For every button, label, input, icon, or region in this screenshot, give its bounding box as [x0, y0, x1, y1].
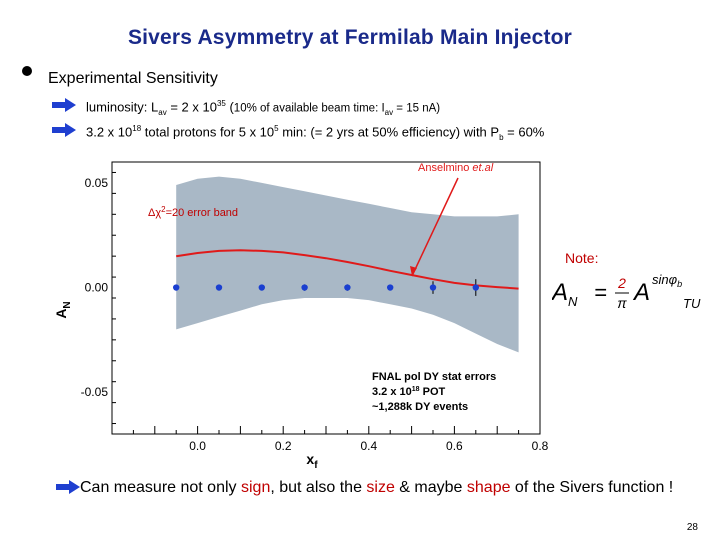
curve-legend-label: Anselmino et.al: [418, 162, 494, 174]
sivers-formula: AN = 2 π A sinφb TU: [552, 272, 701, 311]
stat-errors-annotation: FNAL pol DY stat errors 3.2 x 1018 POT ~…: [372, 371, 496, 413]
data-point: [387, 284, 394, 291]
page-number: 28: [686, 522, 698, 533]
conclusion-text: Can measure not only sign, but also the …: [80, 479, 674, 496]
anselmino-curve: [176, 249, 519, 290]
svg-text:~1,288k DY events: ~1,288k DY events: [372, 401, 468, 413]
slide-title: Sivers Asymmetry at Fermilab Main Inject…: [127, 26, 573, 49]
sivers-asymmetry-chart: 0.0 0.2 0.4 0.6 0.8 0.05 0.00 -0.05 Δχ2=20 erro…: [53, 161, 549, 470]
protons-line: 3.2 x 1018 total protons for 5 x 105 min…: [86, 124, 545, 142]
svg-text:3.2 x 1018 POT: 3.2 x 1018 POT: [372, 386, 446, 398]
svg-text:A: A: [632, 279, 650, 306]
luminosity-line: luminosity: Lav = 2 x 1035 (10% of avail…: [86, 99, 441, 117]
x-tick-label: 0.2: [275, 439, 292, 453]
data-point: [173, 284, 180, 291]
x-tick-label: 0.8: [532, 439, 549, 453]
y-tick-label: -0.05: [81, 385, 109, 399]
arrow-right-icon: [52, 123, 76, 137]
axes-layer: 0.0 0.2 0.4 0.6 0.8 0.05 0.00 -0.05: [81, 171, 549, 453]
error-band-layer: [176, 176, 519, 353]
arrow-right-icon: [56, 480, 80, 494]
data-point: [258, 284, 265, 291]
x-tick-label: 0.6: [446, 439, 463, 453]
band-label: Δχ2=20 error band: [148, 205, 238, 219]
y-tick-label: 0.05: [85, 176, 109, 190]
data-point: [472, 284, 479, 291]
svg-text:AN: AN: [552, 279, 578, 309]
curve-label-arrowhead: [410, 266, 417, 276]
subheading: Experimental Sensitivity: [48, 70, 218, 87]
curve-layer: [176, 249, 519, 290]
data-point: [429, 284, 437, 291]
svg-text:sinφb: sinφb: [652, 272, 682, 289]
svg-text:FNAL pol DY stat errors: FNAL pol DY stat errors: [372, 371, 496, 383]
y-tick-label: 0.00: [85, 281, 109, 295]
data-point: [215, 284, 223, 291]
data-point: [344, 284, 351, 291]
error-band: [176, 176, 519, 353]
x-axis-label: xf: [306, 451, 318, 470]
svg-text:π: π: [617, 295, 627, 311]
curve-label-pointer: [411, 177, 459, 277]
svg-text:=: =: [594, 280, 607, 305]
arrow-right-icon: [52, 98, 76, 112]
y-axis-label: AN: [53, 301, 73, 318]
bullet-dot: [22, 66, 32, 76]
points-layer: [173, 279, 479, 296]
svg-text:TU: TU: [683, 296, 701, 311]
data-point: [301, 284, 308, 291]
x-tick-label: 0.0: [189, 439, 206, 453]
x-tick-label: 0.4: [360, 439, 377, 453]
note-label: Note:: [565, 250, 599, 266]
svg-text:2: 2: [617, 275, 626, 291]
